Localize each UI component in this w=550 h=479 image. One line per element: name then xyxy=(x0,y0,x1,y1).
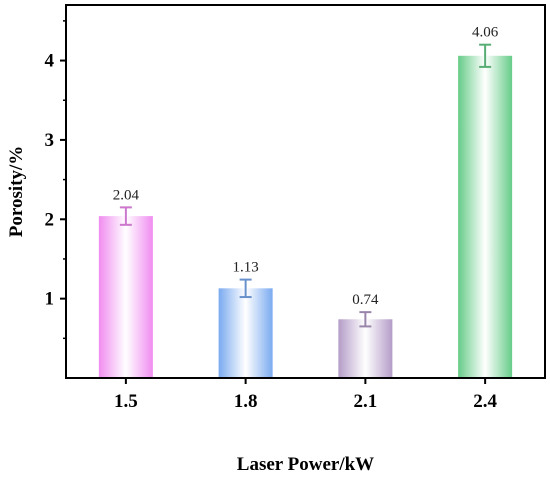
y-tick-label: 4 xyxy=(45,51,55,72)
bars-group xyxy=(98,55,513,378)
data-label-1-5: 2.04 xyxy=(113,187,140,203)
y-tick-label: 2 xyxy=(45,209,55,230)
error-bar-1-8 xyxy=(239,278,252,299)
x-axis-title: Laser Power/kW xyxy=(237,454,374,475)
bar-1-8 xyxy=(218,288,273,378)
y-axis-title: Porosity/% xyxy=(6,146,27,237)
bar-2-4 xyxy=(458,55,513,378)
data-label-2-4: 4.06 xyxy=(472,25,499,41)
error-bar-2-1 xyxy=(359,311,372,328)
data-label-1-8: 1.13 xyxy=(233,260,259,276)
y-tick-label: 1 xyxy=(45,289,55,310)
error-bar-2-4 xyxy=(479,43,492,68)
error-bar-1-5 xyxy=(119,206,132,226)
x-tick-label: 2.4 xyxy=(473,391,497,412)
x-tick-label: 1.5 xyxy=(114,391,138,412)
x-ticks-group: 1.5 1.8 2.1 2.4 xyxy=(114,378,498,412)
bar-2-1 xyxy=(338,319,393,378)
x-tick-label: 2.1 xyxy=(354,391,378,412)
plot-frame xyxy=(65,4,546,379)
x-tick-label: 1.8 xyxy=(234,391,258,412)
bar-1-5 xyxy=(98,216,153,378)
y-ticks-group: 1 2 3 4 xyxy=(45,20,66,340)
data-label-2-1: 0.74 xyxy=(352,292,379,308)
y-tick-label: 3 xyxy=(45,130,55,151)
error-bars-group xyxy=(119,43,492,328)
data-labels-group: 2.04 1.13 0.74 4.06 xyxy=(113,25,499,308)
